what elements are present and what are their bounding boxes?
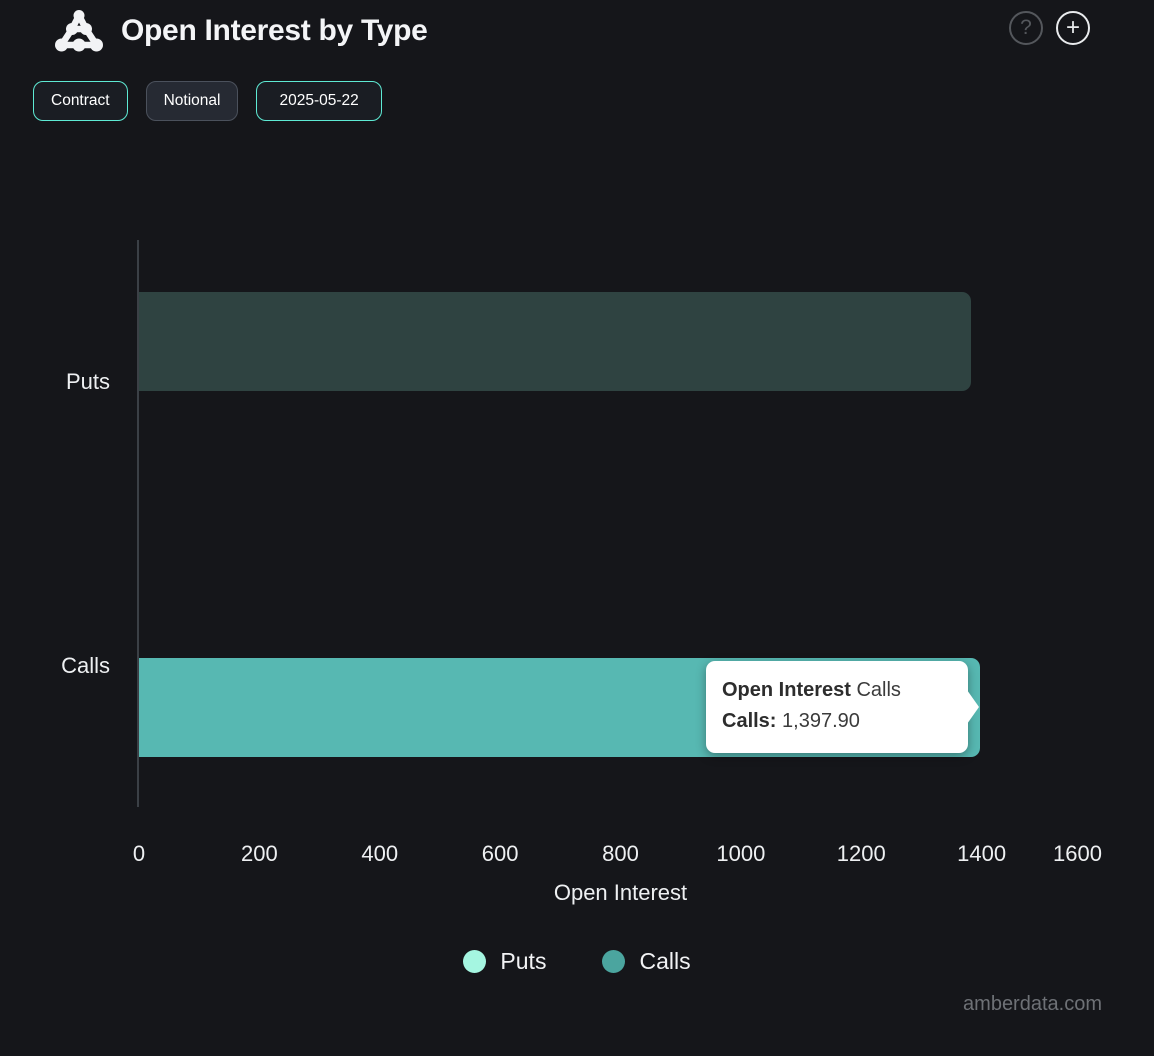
x-tick-label: 800 bbox=[602, 841, 639, 866]
tooltip-value-row: Calls: 1,397.90 bbox=[722, 710, 860, 732]
x-tick-label: 1200 bbox=[836, 841, 886, 866]
tooltip-arrow bbox=[967, 690, 979, 724]
x-tick-label: 200 bbox=[241, 841, 278, 866]
chart-tooltip: Open Interest Calls Calls: 1,397.90 bbox=[706, 661, 979, 753]
help-icon[interactable]: ? bbox=[1009, 11, 1043, 45]
amberdata-logo-icon bbox=[55, 10, 103, 52]
x-tick-label: 600 bbox=[481, 841, 519, 866]
legend-label: Calls bbox=[639, 948, 691, 974]
add-icon[interactable]: + bbox=[1056, 11, 1090, 45]
x-tick-label: 1000 bbox=[716, 841, 766, 866]
x-tick-label: 1600 bbox=[1053, 841, 1102, 866]
legend-label: Puts bbox=[500, 948, 547, 974]
expiration-date-button[interactable]: 2025-05-22 bbox=[256, 81, 382, 121]
y-axis-label-calls: Calls bbox=[61, 653, 110, 678]
chart-legend: Puts Calls bbox=[0, 948, 1154, 975]
puts-legend-dot-icon bbox=[463, 950, 487, 973]
page-title: Open Interest by Type bbox=[121, 14, 428, 47]
x-tick-label: 400 bbox=[361, 841, 399, 866]
contract-toggle-button[interactable]: Contract bbox=[33, 81, 128, 121]
notional-toggle-button[interactable]: Notional bbox=[145, 81, 239, 121]
legend-item-calls[interactable]: Calls bbox=[602, 948, 691, 975]
amberdata-watermark: amberdata.com bbox=[963, 993, 1102, 1015]
y-axis-label-puts: Puts bbox=[65, 369, 110, 394]
x-tick-label: 1400 bbox=[957, 841, 1007, 866]
x-tick-label: 0 bbox=[132, 841, 146, 866]
x-axis-title: Open Interest bbox=[553, 880, 688, 905]
legend-item-puts[interactable]: Puts bbox=[463, 948, 546, 975]
tooltip-title: Open Interest Calls bbox=[722, 679, 901, 701]
toolbar: Contract Notional 2025-05-22 bbox=[33, 81, 382, 121]
puts-bar[interactable] bbox=[139, 292, 972, 391]
x-axis-ticks: 0 200 400 600 800 1000 1200 1400 1600 bbox=[133, 841, 1102, 869]
calls-legend-dot-icon bbox=[602, 950, 626, 973]
y-axis-line bbox=[137, 240, 139, 807]
